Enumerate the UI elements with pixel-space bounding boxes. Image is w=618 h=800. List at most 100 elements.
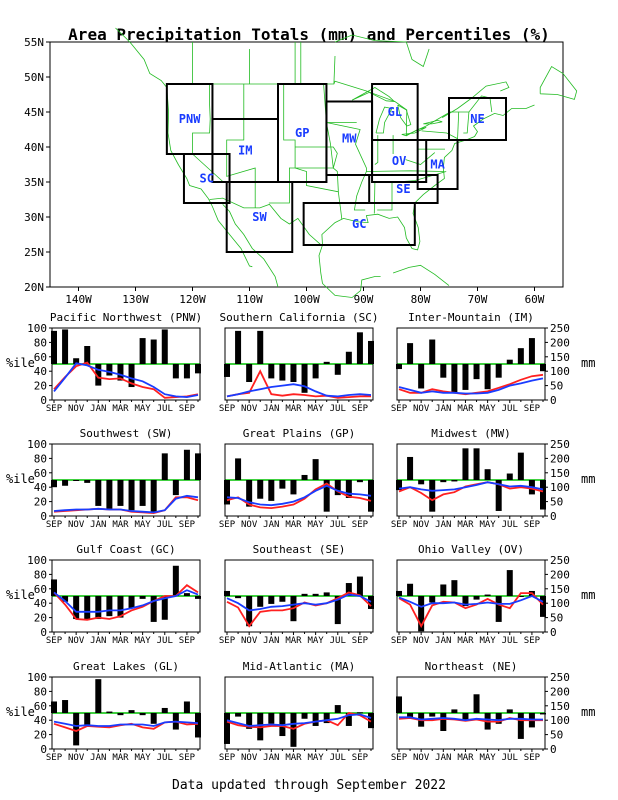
x-tick-label: JAN <box>435 520 451 530</box>
pct-bar <box>246 713 253 729</box>
x-tick-label: MAY <box>307 520 324 530</box>
y-left-tick-label: 0 <box>40 743 47 756</box>
panel-frame <box>396 443 546 517</box>
pct-bar <box>62 700 69 713</box>
y-right-tick-label: 200 <box>550 452 570 465</box>
pct-bar <box>312 364 319 379</box>
map-border-line <box>366 170 445 172</box>
map-border-line <box>322 276 381 298</box>
map-border-line <box>375 106 393 134</box>
precip-line-blue <box>398 481 544 492</box>
y-right-tick-label: 0 <box>550 626 557 639</box>
x-tick-label: MAR <box>285 404 302 414</box>
pct-bar <box>268 480 275 501</box>
pct-bar <box>495 596 502 622</box>
y-left-tick-label: 80 <box>34 685 47 698</box>
map-border-line <box>222 204 279 288</box>
pct-bar <box>139 596 146 599</box>
x-tick-label: NOV <box>241 753 258 763</box>
panel-frame <box>224 327 374 401</box>
pct-bar <box>312 593 319 596</box>
x-tick-label: JAN <box>90 753 106 763</box>
precip-line-blue <box>398 595 544 608</box>
region-label-se: SE <box>396 182 410 196</box>
pct-bar <box>195 364 201 374</box>
pct-bar <box>95 679 102 713</box>
x-tick-label: MAR <box>457 753 474 763</box>
map-lat-label: 30N <box>24 211 44 224</box>
panel-8: Ohio Valley (OV) SEP NOV JAN MAR MAY JUL SEP 050… <box>391 543 596 646</box>
x-tick-label: JUL <box>157 636 173 646</box>
x-tick-label: NOV <box>68 636 85 646</box>
pct-bar <box>195 713 201 738</box>
panel-title: Great Lakes (GL) <box>73 660 179 673</box>
x-tick-label: SEP <box>219 520 236 530</box>
x-tick-label: JUL <box>157 753 173 763</box>
pct-bar <box>396 364 402 370</box>
pct-bar <box>301 364 308 393</box>
precip-line-blue <box>53 589 199 613</box>
x-tick-label: JUL <box>330 636 346 646</box>
pct-bar <box>334 705 341 713</box>
x-tick-label: MAR <box>112 636 129 646</box>
panel-5: Midwest (MW) SEP NOV JAN MAR MAY JUL SEP 050 1001… <box>391 427 596 530</box>
pct-bar <box>429 480 436 512</box>
pct-bar <box>462 713 469 721</box>
map-border-line <box>405 152 436 165</box>
pct-bar <box>106 364 113 376</box>
pct-bar <box>290 480 297 495</box>
panel-title: Great Plains (GP) <box>243 427 356 440</box>
pct-bar <box>440 713 447 731</box>
pct-bar <box>451 709 458 713</box>
map-lat-label: 35N <box>24 176 44 189</box>
x-tick-label: SEP <box>179 520 196 530</box>
x-tick-label: SEP <box>391 520 408 530</box>
pct-bar <box>323 592 330 596</box>
pct-bar <box>396 696 402 713</box>
x-tick-label: NOV <box>241 636 258 646</box>
y-left-tick-label: 20 <box>34 612 47 625</box>
pct-bar <box>323 361 330 364</box>
panel-9: Great Lakes (GL)SEP NOV JAN MAR MAY JUL SEP020… <box>6 660 201 763</box>
pct-bar <box>150 596 157 622</box>
pct-bar <box>484 364 491 390</box>
x-tick-label: SEP <box>46 753 63 763</box>
map-border-line <box>401 127 427 137</box>
pct-bar <box>517 452 524 480</box>
pct-bar <box>368 713 374 729</box>
pct-bar <box>117 364 124 381</box>
pct-bar <box>106 711 113 713</box>
panel-title: Ohio Valley (OV) <box>418 543 524 556</box>
pct-bar <box>161 329 168 364</box>
pct-bar <box>224 713 230 744</box>
pct-bar <box>161 707 168 713</box>
x-tick-label: MAY <box>134 520 151 530</box>
pct-bar <box>418 480 425 485</box>
y-left-tick-label: 100 <box>27 671 47 684</box>
pct-bar <box>451 480 458 482</box>
pct-bar <box>301 474 308 480</box>
pct-bar <box>279 596 286 602</box>
pct-bar <box>183 593 190 596</box>
y-right-tick-label: 200 <box>550 685 570 698</box>
pct-bar <box>51 579 57 596</box>
map-border-line <box>441 81 510 118</box>
y-right-axis-label: mm <box>581 356 595 370</box>
precip-line-blue <box>226 593 372 612</box>
pct-bar <box>429 596 436 603</box>
region-label-gc: GC <box>352 217 366 231</box>
pct-bar <box>73 713 80 746</box>
region-box-sc <box>182 153 231 204</box>
y-right-tick-label: 200 <box>550 336 570 349</box>
y-left-axis-label: %ile <box>6 356 35 370</box>
pct-bar <box>84 346 91 364</box>
region-label-sw: SW <box>252 210 267 224</box>
x-tick-label: SEP <box>219 753 236 763</box>
x-tick-label: SEP <box>46 520 63 530</box>
pct-bar <box>84 480 91 483</box>
x-tick-label: SEP <box>391 404 408 414</box>
pct-bar <box>172 565 179 596</box>
pct-bar <box>517 713 524 739</box>
map-border-line <box>115 27 168 88</box>
